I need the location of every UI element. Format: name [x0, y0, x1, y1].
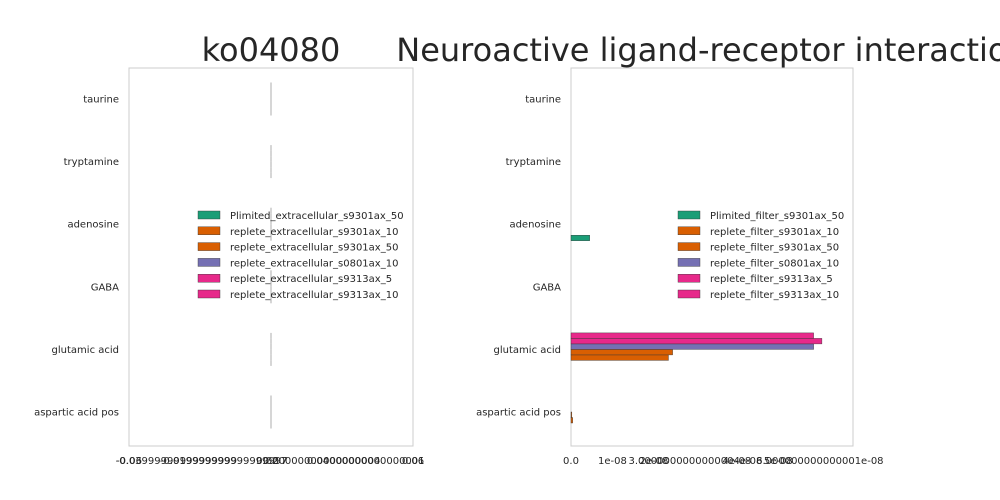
legend-swatch [197, 258, 221, 267]
bar [570, 343, 814, 350]
legend-label: Plimited_filter_s9301ax_50 [710, 211, 844, 222]
bar [570, 234, 590, 241]
x-tick-label: 2e-08 [640, 456, 669, 467]
legend-label: replete_extracellular_s9301ax_10 [230, 227, 398, 238]
legend-item: replete_filter_s9313ax_10 [677, 289, 839, 301]
y-tick-label: glutamic acid [52, 345, 119, 356]
y-tick-label: adenosine [67, 220, 119, 231]
bar [570, 338, 823, 345]
legend-item: replete_filter_s9313ax_5 [677, 274, 833, 285]
chart-title: Neuroactive ligand-receptor interaction [396, 31, 1000, 69]
y-tick-label: tryptamine [506, 157, 561, 168]
x-tick-label: 6.000000000000001e-08 [756, 456, 883, 467]
bar [570, 349, 673, 356]
legend-swatch [677, 210, 701, 220]
x-tick-label: 4e-08 [722, 456, 751, 467]
y-tick-label: taurine [83, 95, 119, 106]
legend-swatch [197, 210, 221, 220]
legend-swatch [677, 226, 701, 236]
legend-label: replete_extracellular_s9313ax_5 [230, 274, 392, 285]
legend-item: replete_filter_s9301ax_10 [677, 226, 839, 238]
legend-label: replete_extracellular_s9313ax_10 [230, 290, 398, 301]
plot-frame [128, 67, 414, 447]
legend-label: replete_filter_s9301ax_50 [710, 243, 839, 254]
legend-item: replete_extracellular_s9313ax_5 [197, 274, 392, 285]
legend-swatch [197, 242, 221, 251]
legend-label: replete_filter_s9313ax_5 [710, 274, 833, 285]
y-tick-label: aspartic acid pos [34, 408, 119, 419]
legend-label: replete_filter_s9301ax_10 [710, 227, 839, 238]
legend-swatch [677, 289, 701, 299]
y-tick-label: glutamic acid [494, 345, 561, 356]
y-tick-label: GABA [91, 282, 119, 293]
x-tick-label: -0.019999999999999997 [160, 456, 288, 467]
legend-item: Plimited_extracellular_s9301ax_50 [197, 210, 404, 222]
legend-item: Plimited_filter_s9301ax_50 [677, 210, 844, 222]
bar [570, 411, 573, 418]
legend: Plimited_filter_s9301ax_50 replete_filter… [677, 210, 844, 301]
legend-label: replete_filter_s9313ax_10 [710, 290, 839, 301]
y-tick-label: adenosine [509, 220, 561, 231]
x-tick-label: 3.0000000000000004e-08 [628, 456, 762, 467]
legend-item: replete_extracellular_s9313ax_10 [197, 289, 398, 301]
legend-item: replete_extracellular_s0801ax_10 [197, 258, 398, 269]
x-tick-label: 0.0 [563, 456, 579, 467]
legend-swatch [677, 242, 701, 251]
x-tick-label: 0.04000000000000001 [307, 456, 425, 467]
y-tick-label: GABA [533, 282, 561, 293]
legend-swatch [197, 274, 221, 283]
legend-swatch [677, 258, 701, 267]
bar [570, 354, 669, 361]
y-tick-label: tryptamine [64, 157, 119, 168]
legend-label: replete_extracellular_s0801ax_10 [230, 258, 398, 269]
bar [570, 332, 814, 339]
x-tick-label: 0.06 [402, 456, 424, 467]
legend-item: replete_extracellular_s9301ax_50 [197, 242, 398, 254]
bar [570, 417, 573, 424]
legend-swatch [197, 289, 221, 299]
legend: Plimited_extracellular_s9301ax_50replete… [197, 210, 404, 301]
x-tick-label: 1e-08 [598, 456, 627, 467]
chart-panel-1: ko04080 taurine tryptamine adenosine GABA glu… [34, 31, 424, 467]
chart-title: ko04080 [202, 31, 341, 69]
legend-swatch [677, 274, 701, 283]
legend-label: Plimited_extracellular_s9301ax_50 [230, 211, 404, 222]
x-tick-label: 0.020000000000000004 [256, 456, 380, 467]
x-tick-label: -0.06 [116, 456, 142, 467]
legend-label: replete_extracellular_s9301ax_50 [230, 243, 398, 254]
x-tick-label: 5e-08 [764, 456, 793, 467]
y-tick-label: aspartic acid pos [476, 408, 561, 419]
x-tick-label: -0.03999999999999999 [116, 456, 237, 467]
chart-panel-2: Neuroactive ligand-receptor interaction t… [396, 31, 1000, 467]
legend-label: replete_filter_s0801ax_10 [710, 258, 839, 269]
x-tick-label: 0.0 [263, 456, 279, 467]
legend-swatch [197, 226, 221, 236]
legend-item: replete_filter_s0801ax_10 [677, 258, 839, 269]
plot-frame [570, 67, 854, 447]
legend-item: replete_filter_s9301ax_50 [677, 242, 839, 254]
legend-item: replete_extracellular_s9301ax_10 [197, 226, 398, 238]
y-tick-label: taurine [525, 95, 561, 106]
